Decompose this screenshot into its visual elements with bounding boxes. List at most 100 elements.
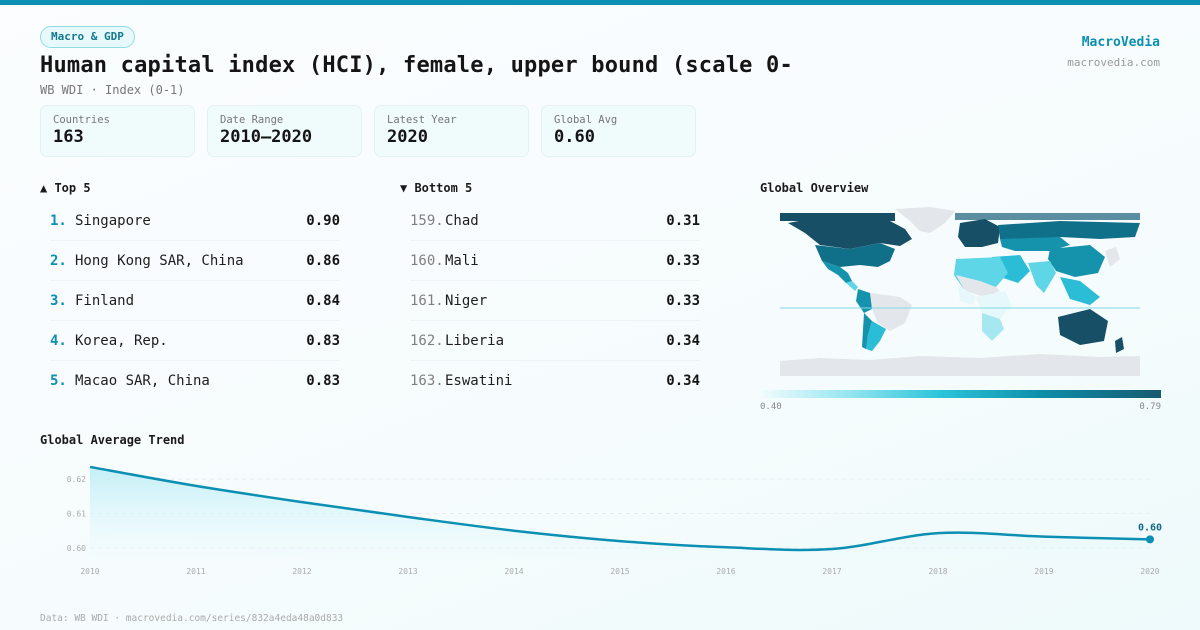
region-chile [862,313,872,349]
region-usa [815,243,895,267]
brand-name[interactable]: MacroVedia [1081,35,1160,50]
x-tick-label: 2016 [716,567,735,576]
trend-line [89,465,1151,552]
rank-number: 162. [410,332,444,349]
x-tick-label: 2017 [822,567,841,576]
country-name: Mali [445,252,479,269]
trend-line-chart[interactable]: 0.600.610.62 2010 2011 2012 2013 2014 2015 201… [0,450,1200,585]
category-pill[interactable]: Macro & GDP [40,26,135,48]
page-title: Human capital index (HCI), female, upper… [40,53,793,78]
rank-number: 3. [50,292,67,309]
y-tick-label: 0.61 [67,510,86,519]
country-value: 0.84 [306,292,340,309]
country-name: Hong Kong SAR, China [75,252,244,269]
stat-label: Date Range [220,114,284,126]
x-tick-label: 2010 [80,567,99,576]
trend-area [90,466,1150,560]
region-se-asia [1060,277,1100,305]
region-greenland [895,207,955,233]
country-name: Korea, Rep. [75,332,168,349]
region-arctic-strip-east [955,213,1140,220]
rank-number: 163. [410,373,444,389]
top5-title: ▲ Top 5 [40,181,91,195]
end-value-label: 0.60 [1138,522,1162,533]
region-australia [1058,309,1108,345]
bottom5-list: ▼ Bottom 5 159. Chad 0.31 160. Mali 0.33… [400,181,700,401]
x-tick-label: 2020 [1140,567,1159,576]
footer-source[interactable]: Data: WB WDI · macrovedia.com/series/832… [40,613,344,624]
brand-url[interactable]: macrovedia.com [1067,56,1160,69]
top-accent-bar [0,0,1200,5]
x-tick-label: 2018 [928,567,947,576]
top5-list: ▲ Top 5 1. Singapore 0.90 2. Hong Kong S… [40,181,340,401]
global-overview-map: Global Overview [760,181,1161,412]
x-tick-label: 2011 [186,567,205,576]
page-subtitle: WB WDI · Index (0-1) [40,83,185,97]
list-item[interactable]: 163. Eswatini 0.34 [410,361,700,401]
list-item[interactable]: 4. Korea, Rep. 0.83 [50,321,340,361]
x-tick-label: 2019 [1034,567,1053,576]
country-name: Liberia [445,332,505,349]
rank-number: 1. [50,212,67,229]
region-central-asia [1000,237,1070,251]
brand: MacroVedia macrovedia.com [1067,35,1160,69]
country-value: 0.34 [666,373,700,389]
stat-value: 2020 [387,127,428,147]
region-central-africa [976,291,1012,319]
stat-value: 163 [53,127,84,147]
rank-number: 5. [50,373,67,389]
stat-card-date-range: Date Range 2010–2020 [207,105,362,157]
country-value: 0.90 [306,212,340,229]
stat-value: 2010–2020 [220,127,313,147]
stat-card-countries: Countries 163 [40,105,195,157]
world-choropleth-map[interactable] [760,201,1161,381]
stat-label: Countries [53,114,110,126]
region-antarctica [780,354,1140,376]
list-item[interactable]: 5. Macao SAR, China 0.83 [50,361,340,401]
region-argentina [866,321,886,351]
region-mexico [822,261,852,283]
country-name: Eswatini [445,373,513,389]
stat-label: Global Avg [554,114,618,126]
country-value: 0.31 [666,212,700,229]
region-canada [788,215,912,249]
rank-number: 161. [410,292,444,309]
list-item[interactable]: 161. Niger 0.33 [410,281,700,321]
rank-number: 2. [50,252,67,269]
y-tick-label: 0.62 [67,475,86,484]
region-europe [958,219,1000,247]
country-value: 0.33 [666,252,700,269]
stat-value: 0.60 [554,127,595,147]
map-title: Global Overview [760,181,869,195]
list-item[interactable]: 159. Chad 0.31 [410,201,700,241]
stat-card-latest-year: Latest Year 2020 [374,105,529,157]
legend-max-label: 0.79 [1139,402,1161,412]
country-name: Macao SAR, China [75,373,210,389]
list-item[interactable]: 3. Finland 0.84 [50,281,340,321]
country-value: 0.83 [306,332,340,349]
trend-title: Global Average Trend [40,433,185,447]
bottom5-title: ▼ Bottom 5 [400,181,473,195]
region-india [1028,261,1056,293]
list-item[interactable]: 2. Hong Kong SAR, China 0.86 [50,241,340,281]
x-tick-label: 2014 [504,567,523,576]
list-item[interactable]: 160. Mali 0.33 [410,241,700,281]
rank-number: 160. [410,252,444,269]
country-value: 0.33 [666,292,700,309]
region-new-zealand [1115,337,1124,353]
x-tick-label: 2015 [610,567,629,576]
country-value: 0.34 [666,332,700,349]
legend-min-label: 0.40 [760,402,782,412]
region-andes [856,289,872,313]
country-value: 0.83 [306,373,340,389]
region-brazil [870,293,912,331]
region-china [1048,245,1105,277]
country-name: Niger [445,292,488,309]
list-item[interactable]: 1. Singapore 0.90 [50,201,340,241]
region-japan-korea [1105,247,1120,267]
color-scale-legend [760,390,1161,398]
y-axis-ticks: 0.60 0.61 0.62 [67,475,86,553]
region-west-africa [958,285,976,305]
country-value: 0.86 [306,252,340,269]
list-item[interactable]: 162. Liberia 0.34 [410,321,700,361]
